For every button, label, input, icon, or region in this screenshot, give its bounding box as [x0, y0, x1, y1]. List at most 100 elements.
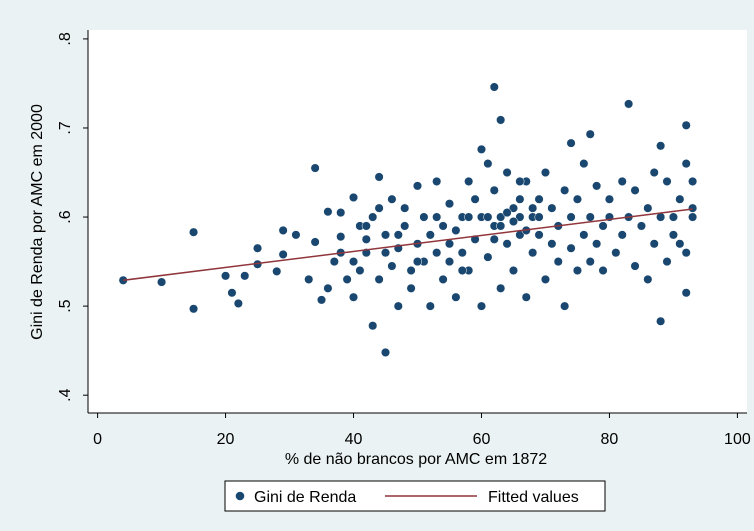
point: [432, 212, 442, 222]
point: [508, 216, 519, 227]
point: [406, 265, 416, 276]
point: [585, 212, 595, 222]
legend-label: Gini de Renda: [254, 489, 356, 506]
point: [355, 265, 365, 276]
y-tick-label: .7: [57, 121, 74, 134]
point: [579, 159, 589, 169]
point: [547, 203, 557, 213]
point: [361, 234, 371, 244]
point: [348, 257, 359, 267]
point: [457, 265, 467, 276]
point: [457, 248, 467, 258]
point: [432, 176, 442, 186]
point: [508, 203, 519, 213]
y-tick-label: .4: [57, 388, 74, 401]
point: [598, 265, 608, 276]
point: [643, 274, 653, 284]
point: [675, 194, 685, 204]
point: [566, 212, 576, 222]
point: [329, 257, 339, 267]
point: [342, 274, 352, 284]
point: [553, 257, 563, 267]
point: [272, 266, 282, 276]
point: [617, 230, 627, 240]
point: [252, 243, 263, 253]
point: [656, 141, 666, 151]
x-tick-label: 20: [217, 431, 235, 448]
point: [668, 230, 678, 240]
point: [515, 212, 525, 222]
point: [336, 208, 346, 218]
point: [380, 347, 391, 357]
point: [489, 185, 499, 195]
point: [189, 227, 199, 237]
point: [348, 292, 359, 302]
point: [592, 181, 602, 191]
point: [528, 203, 538, 213]
point: [406, 283, 416, 293]
point: [585, 257, 595, 267]
point: [572, 194, 583, 204]
point: [585, 129, 595, 139]
legend-marker: [235, 491, 245, 501]
point: [227, 288, 237, 298]
point: [374, 274, 384, 284]
point: [291, 230, 301, 240]
point: [374, 172, 384, 182]
point: [419, 212, 429, 222]
point: [502, 167, 512, 178]
point: [310, 237, 320, 247]
fitted-line: [123, 208, 693, 282]
x-tick-label: 0: [93, 431, 102, 448]
point: [534, 194, 544, 204]
point: [336, 232, 346, 242]
point: [189, 304, 199, 314]
point: [444, 199, 455, 209]
point: [630, 185, 640, 195]
point: [278, 225, 288, 235]
point: [348, 192, 359, 203]
point: [560, 301, 570, 311]
point: [560, 185, 570, 195]
point: [649, 167, 659, 178]
point: [521, 292, 531, 302]
point: [566, 243, 576, 253]
x-tick-label: 80: [601, 431, 619, 448]
point: [483, 159, 493, 169]
point: [604, 194, 614, 204]
point: [316, 295, 327, 305]
plot-area: [88, 30, 747, 413]
point: [323, 283, 333, 293]
point: [470, 194, 480, 204]
point: [464, 176, 474, 186]
point: [438, 274, 448, 284]
point: [221, 271, 231, 281]
point: [592, 239, 602, 249]
point: [432, 248, 442, 258]
y-tick-label: .5: [57, 299, 74, 312]
y-tick-label: .6: [57, 210, 74, 223]
point: [304, 274, 314, 284]
point: [496, 221, 506, 231]
point: [425, 301, 435, 311]
point: [624, 99, 634, 109]
point: [412, 257, 423, 267]
point: [393, 230, 403, 240]
point: [688, 212, 698, 222]
point: [515, 176, 525, 186]
point: [662, 176, 672, 186]
point: [630, 261, 640, 271]
point: [688, 176, 698, 186]
point: [387, 261, 397, 271]
point: [451, 292, 461, 302]
point: [489, 234, 499, 244]
x-tick-label: 40: [345, 431, 363, 448]
point: [617, 176, 627, 186]
point: [656, 316, 666, 326]
point: [476, 301, 487, 311]
point: [636, 221, 646, 231]
point: [662, 257, 672, 267]
point: [278, 249, 288, 260]
point: [323, 207, 333, 217]
